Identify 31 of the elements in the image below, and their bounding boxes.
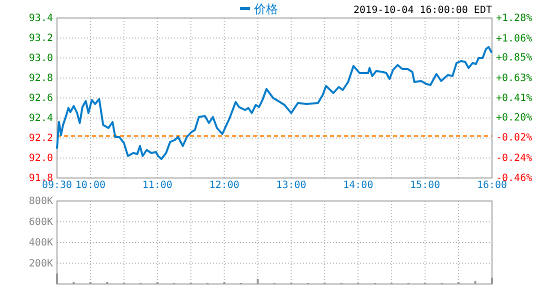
y-tick-label: 92.8 (28, 73, 53, 84)
y-tick-label: 200K (28, 258, 53, 270)
x-tick-label: 13:00 (276, 180, 306, 191)
y2-tick-label: +1.28% (496, 13, 532, 24)
y-tick-label: 92.4 (28, 113, 53, 124)
y-tick-label: 800K (28, 196, 53, 208)
x-tick-label: 16:00 (476, 180, 508, 191)
y2-tick-label: +0.41% (496, 93, 532, 104)
chart-subtitle: 2019-10-04 16:00:00 EDT (354, 5, 492, 16)
x-tick-label: 14:00 (343, 180, 374, 191)
y-tick-label: 93.2 (28, 33, 53, 44)
y2-tick-label: +0.85% (496, 52, 532, 64)
y2-tick-label: -0.02% (496, 132, 532, 144)
y-tick-label: 92.0 (28, 153, 53, 164)
x-tick-label: 10:00 (75, 180, 106, 191)
y-tick-label: 93.0 (28, 53, 53, 64)
y-tick-label: 92.6 (28, 93, 53, 104)
y-tick-label: 93.4 (28, 13, 53, 24)
y-tick-label: 92.2 (28, 133, 53, 144)
y2-tick-label: +1.06% (496, 33, 532, 44)
line-series (56, 46, 492, 160)
y2-tick-label: +0.20% (496, 112, 532, 124)
y-tick-label: 400K (28, 238, 53, 249)
legend-label: 价格 (253, 2, 278, 16)
x-tick-label: 09:30 (42, 180, 72, 191)
y-tick-label: 600K (28, 216, 53, 228)
x-tick-label: 15:00 (410, 180, 440, 191)
y2-tick-label: -0.24% (496, 152, 532, 164)
x-tick-label: 12:00 (209, 180, 240, 191)
x-tick-label: 11:00 (142, 180, 172, 191)
y2-tick-label: +0.63% (496, 72, 532, 84)
